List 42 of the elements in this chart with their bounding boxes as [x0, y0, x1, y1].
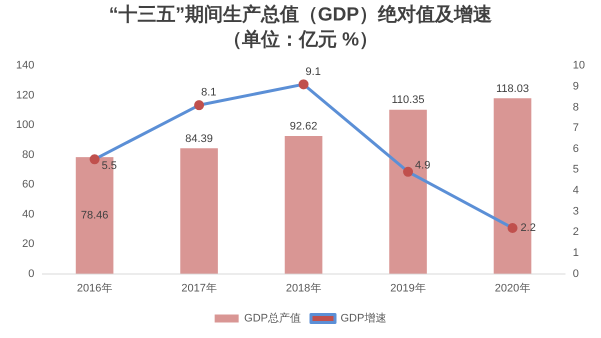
- y2-tick-label: 6: [572, 142, 579, 155]
- data-label: 84.39: [185, 132, 213, 145]
- bar: [284, 136, 322, 274]
- y2-tick-label: 9: [572, 80, 579, 92]
- y2-tick-label: 7: [572, 122, 579, 134]
- y2-tick-label: 0: [572, 268, 579, 280]
- y-tick-label: 120: [16, 89, 34, 102]
- y-tick-label: 140: [16, 60, 34, 72]
- y2-tick-label: 2: [572, 226, 579, 238]
- point: [508, 222, 518, 233]
- data-label: 8.1: [201, 86, 216, 99]
- y2-tick-label: 10: [572, 60, 586, 72]
- y-tick-label: 60: [22, 178, 34, 191]
- point: [194, 100, 204, 110]
- x-tick-label: 2016年: [76, 282, 112, 294]
- data-label: 78.46: [80, 209, 108, 222]
- legend-label: GDP增速: [340, 312, 386, 325]
- y-tick-label: 100: [16, 119, 34, 132]
- data-label: 118.03: [496, 82, 529, 95]
- y-tick-label: 80: [22, 148, 34, 161]
- point: [403, 166, 414, 177]
- point: [298, 79, 309, 90]
- data-label: 110.35: [392, 94, 424, 106]
- legend-label: GDP总产值: [244, 312, 302, 325]
- y2-tick-label: 5: [572, 164, 579, 176]
- y2-tick-label: 1: [572, 247, 579, 260]
- x-tick-label: 2020年: [494, 282, 530, 294]
- chart-subtitle: （单位：亿元 %）: [222, 28, 378, 50]
- y-tick-label: 0: [28, 268, 34, 280]
- point: [90, 154, 100, 164]
- y2-tick-label: 4: [572, 184, 579, 197]
- x-tick-label: 2017年: [181, 282, 217, 294]
- x-tick-label: 2018年: [286, 282, 322, 294]
- chart-title: “十三五”期间生产总值（GDP）绝对值及增速: [108, 4, 492, 26]
- bar: [180, 148, 218, 274]
- x-tick-label: 2019年: [390, 282, 426, 294]
- data-label: 9.1: [306, 66, 321, 78]
- y2-tick-label: 8: [572, 101, 579, 114]
- data-label: 92.62: [290, 120, 318, 133]
- y2-tick-label: 3: [572, 205, 579, 218]
- y-tick-label: 20: [22, 238, 34, 250]
- y-tick-label: 40: [22, 208, 34, 220]
